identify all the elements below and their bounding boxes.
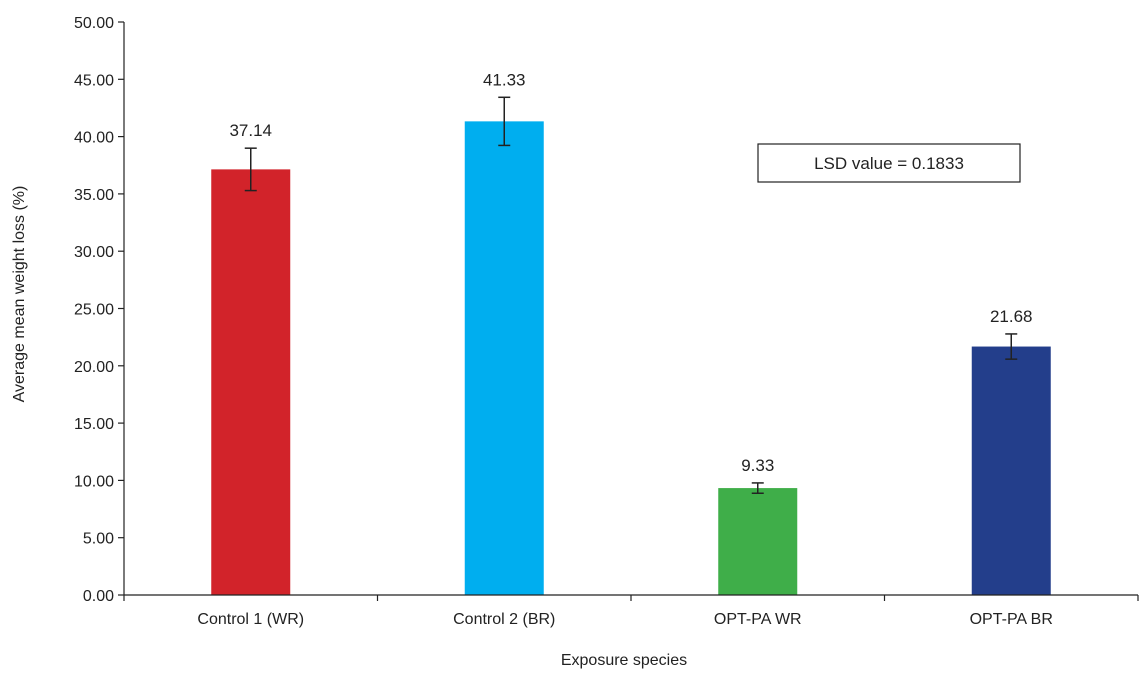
x-axis-title: Exposure species (561, 652, 687, 669)
data-label: 41.33 (483, 70, 526, 89)
y-axis-title: Average mean weight loss (%) (11, 186, 28, 403)
lsd-annotation: LSD value = 0.1833 (757, 143, 1021, 183)
y-tick-label: 5.00 (83, 531, 114, 548)
y-tick-label: 45.00 (74, 72, 114, 89)
x-axis: Control 1 (WR) Control 2 (BR) OPT-PA WR OPT… (123, 594, 1139, 628)
y-tick-label: 25.00 (74, 302, 114, 319)
x-ticks: Control 1 (WR) Control 2 (BR) OPT-PA WR OPT… (123, 595, 1139, 628)
y-ticks: 0.00 5.00 10.00 15.00 20.00 25.00 30.00 35.00 40… (74, 15, 124, 605)
y-axis: 0.00 5.00 10.00 15.00 20.00 25.00 30.00 35.00 40… (74, 15, 125, 605)
y-tick-label: 30.00 (74, 244, 114, 261)
data-labels-group: 37.14 41.33 9.33 21.68 (229, 70, 1032, 475)
y-tick-label: 35.00 (74, 187, 114, 204)
x-tick-label: OPT-PA WR (714, 611, 802, 628)
y-tick-label: 0.00 (83, 588, 114, 605)
bar (971, 346, 1051, 595)
bar (718, 488, 798, 595)
data-label: 21.68 (990, 307, 1033, 326)
data-label: 9.33 (741, 456, 774, 475)
y-tick-label: 40.00 (74, 130, 114, 147)
bar (464, 121, 544, 595)
bars-group (211, 121, 1051, 595)
data-label: 37.14 (229, 121, 272, 140)
y-tick-label: 50.00 (74, 15, 114, 32)
y-tick-label: 10.00 (74, 473, 114, 490)
x-tick-label: Control 1 (WR) (197, 611, 304, 628)
y-tick-label: 20.00 (74, 359, 114, 376)
y-tick-label: 15.00 (74, 416, 114, 433)
x-tick-label: Control 2 (BR) (453, 611, 555, 628)
error-bars-group (244, 96, 1018, 494)
lsd-annotation-text: LSD value = 0.1833 (814, 154, 964, 173)
bar (211, 169, 291, 595)
lsd-annotation-box (757, 143, 1021, 183)
x-tick-label: OPT-PA BR (970, 611, 1053, 628)
